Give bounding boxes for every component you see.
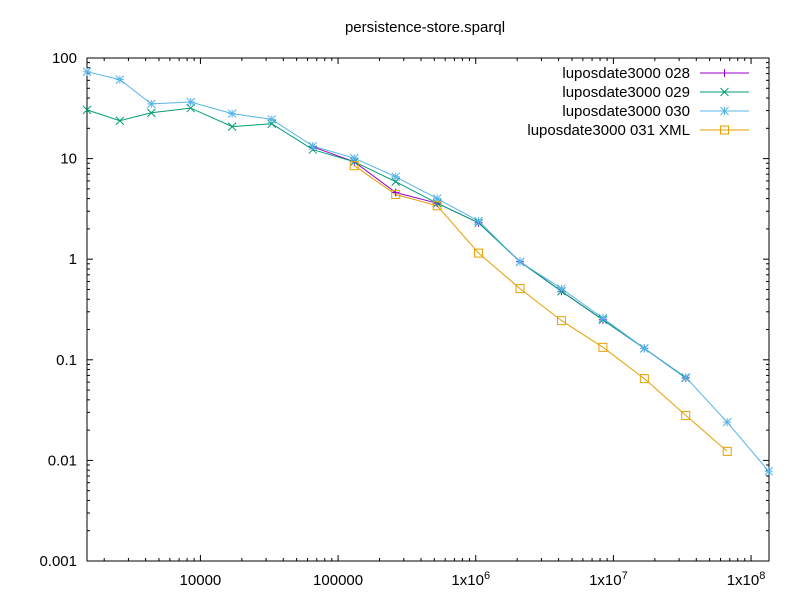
- legend-label: luposdate3000 028: [562, 65, 690, 82]
- data-point-2: [764, 466, 774, 476]
- x-tick-label: 1x108: [727, 570, 766, 589]
- legend-label: luposdate3000 030: [562, 103, 690, 120]
- data-point-1: [432, 198, 442, 208]
- chart-title: persistence-store.sparql: [345, 19, 505, 36]
- data-point-3: [639, 374, 649, 384]
- data-point-1: [146, 108, 156, 118]
- legend-marker: [720, 87, 729, 97]
- legend: luposdate3000 028 luposdate3000 029 luposd…: [527, 65, 749, 139]
- legend-label: luposdate3000 031 XML: [527, 122, 690, 139]
- x-tick-label: 1x106: [451, 570, 490, 589]
- data-point-3: [432, 201, 442, 211]
- data-point-2: [391, 172, 401, 182]
- y-tick-label: 1: [69, 251, 77, 268]
- data-point-2: [681, 372, 691, 382]
- series-line-3: [354, 165, 728, 452]
- legend-marker: [720, 106, 729, 116]
- series-line-1: [86, 107, 687, 379]
- y-tick-label: 0.1: [56, 352, 77, 369]
- series-lines: [86, 71, 770, 472]
- data-point-2: [349, 153, 359, 163]
- y-tick-label: 100: [52, 50, 77, 67]
- data-point-3: [515, 284, 525, 294]
- plot-frame: [86, 57, 770, 562]
- data-point-3: [681, 410, 691, 420]
- data-point-1: [115, 116, 125, 126]
- x-tick-label: 100000: [313, 572, 363, 589]
- legend-label: luposdate3000 029: [562, 84, 690, 101]
- data-point-2: [474, 216, 483, 226]
- data-point-3: [598, 342, 608, 352]
- data-point-1: [82, 105, 92, 115]
- series-line-2: [86, 71, 770, 472]
- data-point-2: [557, 284, 566, 293]
- legend-marker: [720, 69, 729, 77]
- series-line-0: [312, 146, 687, 379]
- data-point-2: [267, 115, 277, 124]
- data-point-2: [115, 75, 125, 84]
- data-point-2: [515, 257, 525, 267]
- data-point-3: [474, 248, 484, 258]
- data-point-3: [349, 161, 359, 171]
- x-tick-label: 1x107: [589, 570, 628, 589]
- data-point-2: [639, 343, 649, 353]
- axis-ticks: 0.001 0.01 0.1 1 10 100 10000 100000 1x106 1x107 1…: [39, 50, 769, 589]
- data-point-2: [227, 109, 237, 118]
- y-tick-label: 0.001: [39, 553, 77, 570]
- data-point-1: [227, 122, 237, 131]
- series-markers: [82, 67, 774, 476]
- data-point-3: [391, 189, 401, 199]
- legend-marker: [720, 125, 729, 135]
- data-point-1: [267, 119, 277, 129]
- data-point-3: [556, 316, 566, 326]
- data-point-2: [308, 141, 318, 151]
- y-tick-label: 10: [60, 151, 77, 168]
- data-point-2: [82, 67, 92, 77]
- x-tick-label: 10000: [180, 572, 222, 589]
- data-point-2: [186, 97, 196, 107]
- data-point-2: [146, 99, 156, 109]
- y-tick-label: 0.01: [48, 452, 77, 469]
- data-point-2: [598, 313, 608, 323]
- data-point-2: [722, 417, 732, 427]
- data-point-3: [722, 446, 732, 456]
- data-point-0: [391, 188, 400, 197]
